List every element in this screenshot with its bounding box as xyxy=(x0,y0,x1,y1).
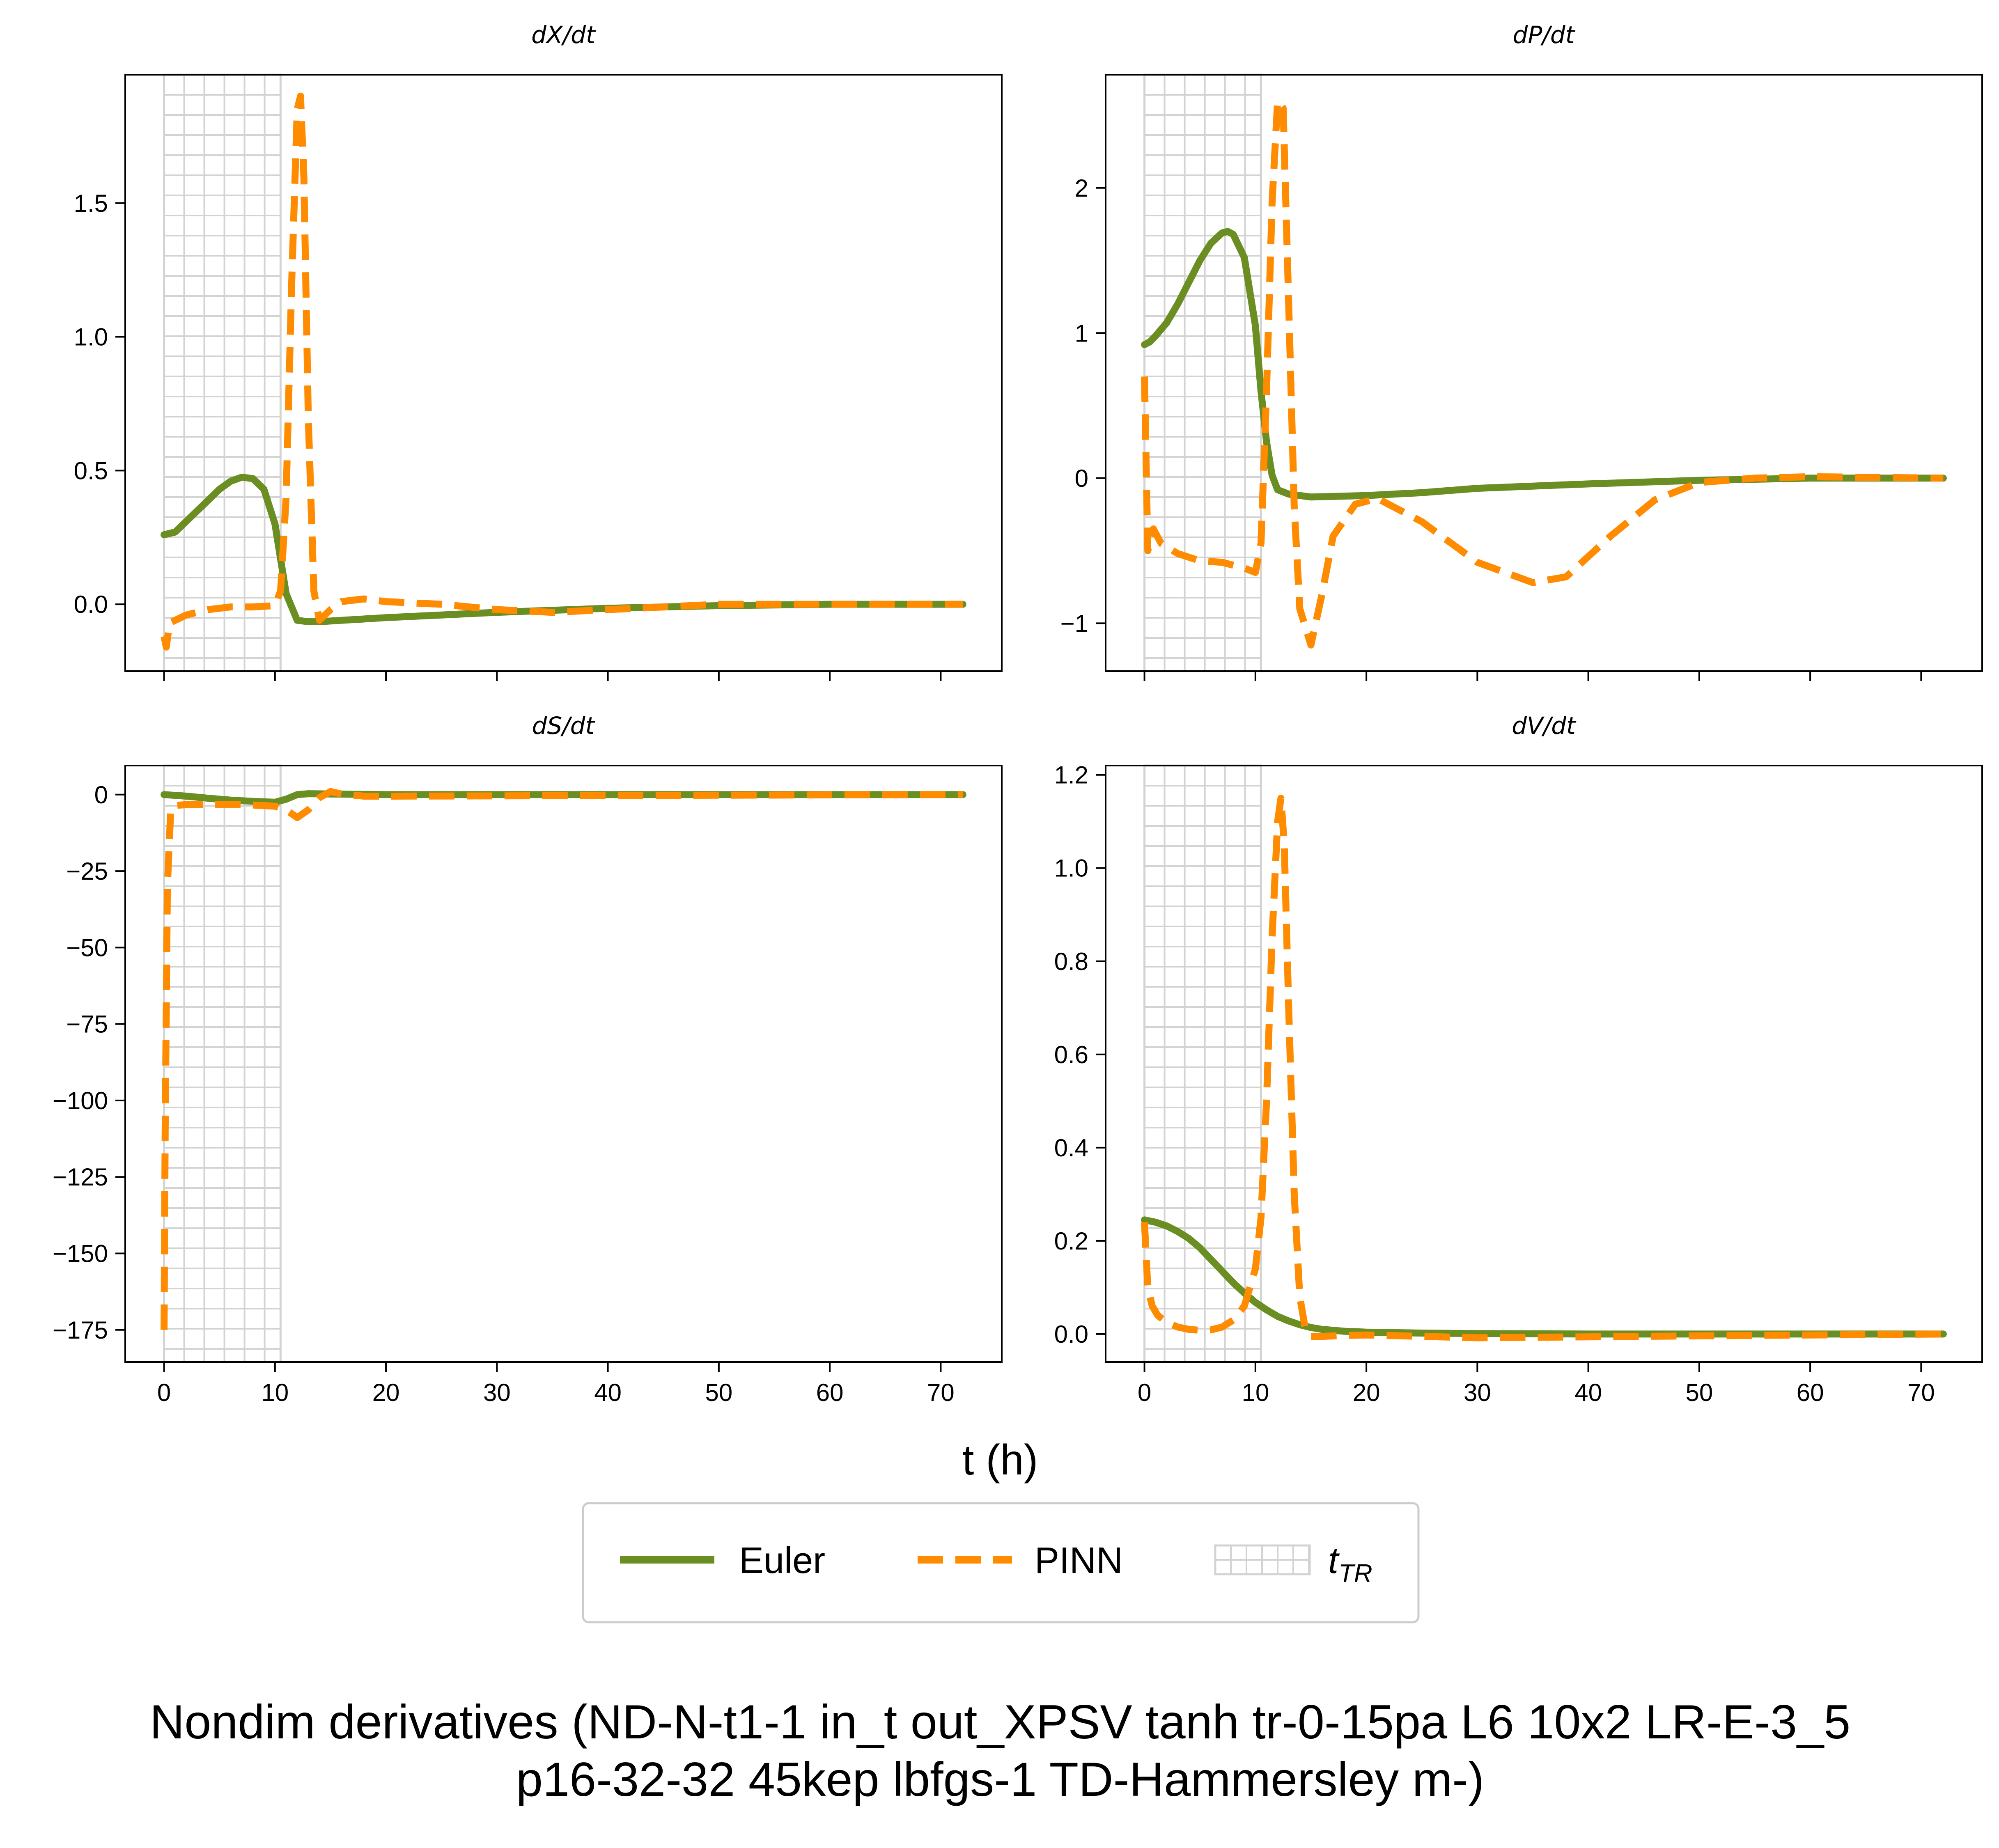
tr-shaded-region xyxy=(163,764,282,1363)
x-tick-label: 10 xyxy=(1242,1379,1269,1406)
tr-region-fill xyxy=(1143,73,1262,672)
y-tick-label: −175 xyxy=(53,1316,108,1344)
x-tick-label: 0 xyxy=(157,1379,171,1406)
panel-title: dV/dt xyxy=(1512,712,1577,740)
series-pinn-line xyxy=(1141,97,1944,649)
tr-shaded-region xyxy=(1143,764,1262,1363)
y-tick-label: −50 xyxy=(66,934,108,961)
x-tick-label: 50 xyxy=(1685,1379,1713,1406)
x-tick-label: 50 xyxy=(705,1379,732,1406)
x-tick-label: 10 xyxy=(261,1379,289,1406)
y-tick-label: 0.2 xyxy=(1054,1227,1088,1255)
axes-frame xyxy=(124,74,1003,672)
y-tick-label: 1.0 xyxy=(74,323,108,351)
x-tick-label: 20 xyxy=(1353,1379,1380,1406)
y-tick-label: 1.2 xyxy=(1054,761,1088,789)
x-tick-label: 30 xyxy=(483,1379,511,1406)
y-tick-label: 1.5 xyxy=(74,190,108,217)
y-tick-label: −25 xyxy=(66,858,108,885)
panel-dv-dt: 0 10 20 30 40 50 60 70 0.0 0.2 0.4 0.6 0.8 1.0 1.2 dV/… xyxy=(1054,712,1983,1406)
legend-euler-label: Euler xyxy=(739,1540,825,1581)
y-tick-label: 2 xyxy=(1075,174,1088,202)
y-tick-label: 0 xyxy=(94,781,108,809)
tr-region-fill xyxy=(163,73,282,672)
tr-shaded-region xyxy=(1143,73,1262,672)
axes-frame xyxy=(1105,74,1983,672)
y-tick-label: 0.6 xyxy=(1054,1041,1088,1068)
series-lines xyxy=(1141,97,1947,649)
series-euler-line xyxy=(1141,228,1947,501)
panel-ds-dt: 0 10 20 30 40 50 60 70 0 −25 −50 −75 −100 −125 −150 −17… xyxy=(53,712,1003,1406)
x-tick-label: 20 xyxy=(372,1379,400,1406)
axis-ticks: 0 10 20 30 40 50 60 70 0 −25 −50 −75 −100 −125 −150 −17… xyxy=(53,781,955,1406)
y-tick-label: 0 xyxy=(1075,465,1088,492)
y-tick-label: 0.0 xyxy=(1054,1321,1088,1348)
x-axis-label: t (h) xyxy=(962,1436,1038,1484)
tr-shaded-region xyxy=(163,73,282,672)
figure-title-line1: Nondim derivatives (ND-N-t1-1 in_t out_X… xyxy=(150,1695,1850,1749)
legend-ttr-label: tTR xyxy=(1328,1540,1372,1588)
series-lines xyxy=(1141,795,1947,1341)
tr-region-fill xyxy=(1143,764,1262,1363)
y-tick-label: 1 xyxy=(1075,319,1088,347)
series-pinn-line xyxy=(161,788,963,1330)
y-tick-label: −1 xyxy=(1060,610,1088,637)
panel-title: dP/dt xyxy=(1513,21,1576,49)
x-tick-label: 70 xyxy=(927,1379,955,1406)
x-tick-label: 0 xyxy=(1138,1379,1151,1406)
panel-dp-dt: −1 0 1 2 dP/dt xyxy=(1060,21,1983,681)
x-tick-label: 70 xyxy=(1907,1379,1935,1406)
axes-frame xyxy=(1105,765,1983,1363)
y-tick-label: −75 xyxy=(66,1011,108,1038)
series-pinn-line xyxy=(161,92,963,651)
legend-ttr-swatch xyxy=(1214,1544,1311,1575)
tr-region-fill xyxy=(163,764,282,1363)
axis-ticks: 0.0 0.5 1.0 1.5 xyxy=(74,190,942,681)
panel-dx-dt: 0.0 0.5 1.0 1.5 dX/dt xyxy=(74,21,1003,681)
series-lines xyxy=(161,92,966,651)
figure-title-line2: p16-32-32 45kep lbfgs-1 TD-Hammersley m-… xyxy=(516,1752,1484,1806)
panel-title: dS/dt xyxy=(532,712,596,740)
y-tick-label: −100 xyxy=(53,1087,108,1114)
series-euler-line xyxy=(1141,1216,1947,1338)
axis-ticks: 0 10 20 30 40 50 60 70 0.0 0.2 0.4 0.6 0.8 1.0 1.2 xyxy=(1054,761,1935,1406)
x-tick-label: 60 xyxy=(816,1379,844,1406)
x-tick-label: 40 xyxy=(594,1379,622,1406)
legend: Euler PINN tTR xyxy=(582,1502,1420,1623)
panel-title: dX/dt xyxy=(531,21,596,49)
x-tick-label: 30 xyxy=(1464,1379,1491,1406)
y-tick-label: 0.5 xyxy=(74,457,108,484)
y-tick-label: 0.4 xyxy=(1054,1134,1088,1162)
y-tick-label: −150 xyxy=(53,1240,108,1267)
axes-frame xyxy=(124,765,1003,1363)
x-tick-label: 60 xyxy=(1797,1379,1824,1406)
y-tick-label: 1.0 xyxy=(1054,855,1088,882)
y-tick-label: 0.8 xyxy=(1054,948,1088,975)
x-tick-label: 40 xyxy=(1574,1379,1602,1406)
y-tick-label: 0.0 xyxy=(74,591,108,618)
series-pinn-line xyxy=(1141,795,1944,1341)
series-lines xyxy=(161,788,966,1330)
legend-pinn-label: PINN xyxy=(1035,1540,1123,1581)
legend-ttr-subscript: TR xyxy=(1338,1559,1372,1588)
y-tick-label: −125 xyxy=(53,1163,108,1191)
axis-ticks: −1 0 1 2 xyxy=(1060,174,1922,681)
